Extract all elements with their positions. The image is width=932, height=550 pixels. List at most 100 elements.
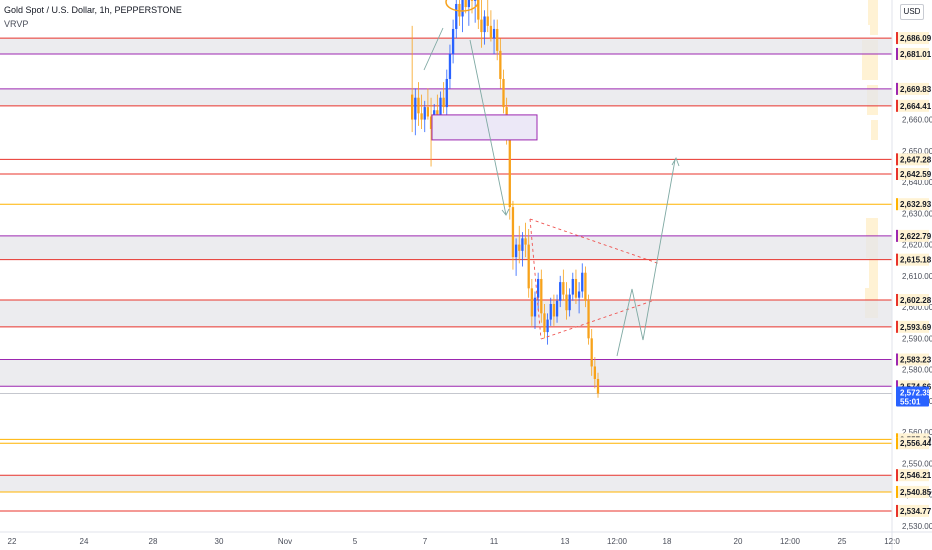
level-price-label-accent [896,99,898,112]
candles-layer [411,0,600,398]
time-tick-label: 20 [734,537,743,546]
candle-body [565,294,568,311]
level-price-label-accent [896,320,898,333]
price-tick-label: 2,620.00 [902,241,932,250]
level-price-label: 2,583.23 [900,356,932,365]
level-price-label-bg [896,32,929,45]
volume-profile-bar [869,258,878,288]
price-tick-label: 2,550.00 [902,459,932,468]
candle-body [546,319,549,333]
candle-body [489,25,493,39]
candle-body [514,244,518,258]
level-price-label-accent [896,485,898,498]
zone-band [0,235,892,260]
level-price-label-bg [896,469,929,482]
time-tick-label: 12:0 [884,537,900,546]
level-price-label-bg [896,198,929,211]
time-tick-label: 22 [8,537,17,546]
candle-body [533,297,537,317]
candle-body [527,244,530,289]
symbol-title[interactable]: Gold Spot / U.S. Dollar, 1h, PEPPERSTONE [4,5,182,15]
candle-body [455,3,458,29]
candle-body [571,278,574,295]
level-price-label-accent [896,198,898,211]
candle-body [464,0,467,8]
candle-body [492,28,496,39]
zigzag-projection [616,159,676,357]
candle-body [555,300,559,317]
candle-body [524,238,527,245]
candle-body [562,282,565,295]
time-tick-label: 11 [490,537,499,546]
candle-body [442,97,445,108]
level-price-label-bg [896,229,929,242]
price-tick-label: 2,530.00 [902,522,932,531]
candle-body [480,19,483,33]
annotation-box [431,114,538,141]
level-price-label: 2,540.85 [900,488,932,497]
level-price-label-bg [896,99,929,112]
candle-body [559,282,562,301]
level-price-label: 2,622.79 [900,232,932,241]
time-tick-label: 7 [423,537,428,546]
annotations-layer [423,0,680,357]
level-price-label-accent [896,380,898,393]
zone-band [0,299,892,327]
time-tick-label: Nov [278,537,292,546]
level-price-label: 2,615.18 [900,256,932,265]
level-price-label-accent [896,293,898,306]
candle-body [420,113,423,120]
price-tick-label: 2,660.00 [902,116,932,125]
currency-button[interactable]: USD [900,4,924,20]
candle-body [593,366,596,379]
time-axis[interactable]: 22 24 28 30 Nov 5 7 11 13 12:00 18 20 12:00 25 12:0 [0,531,932,546]
triangle-side-line [529,218,542,340]
candle-body [423,107,426,120]
time-tick-label: 30 [215,537,224,546]
candle-body [467,0,470,8]
zone-band [0,38,892,54]
candle-body [581,272,584,292]
level-price-label-bg [896,293,929,306]
candle-body [470,0,474,1]
indicator-label[interactable]: VRVP [4,19,29,29]
level-price-label: 2,632.93 [900,200,932,209]
candle-body [483,16,486,33]
triangle-lower-line [540,299,656,340]
candle-body [496,28,499,51]
triangle-upper-line [529,218,661,265]
time-tick-label: 12:00 [607,537,628,546]
level-price-label-bg [896,82,929,95]
price-tick-label: 2,580.00 [902,366,932,375]
time-tick-label: 5 [353,537,358,546]
level-price-label: 2,669.83 [900,85,932,94]
volume-profile-bar [870,25,878,35]
level-price-label: 2,556.44 [900,439,932,448]
current-price-countdown: 55:01 [900,398,921,407]
level-price-label-accent [896,469,898,482]
level-price-label-bg [896,47,929,60]
level-price-label: 2,593.69 [900,323,932,332]
level-price-label-bg [896,485,929,498]
level-price-label-accent [896,229,898,242]
projection-arrowhead [671,156,680,167]
candle-body [518,244,521,251]
candle-body [448,53,452,79]
candle-body [451,28,455,54]
price-tick-label: 2,590.00 [902,334,932,343]
price-tick-label: 2,640.00 [902,178,932,187]
arrow-up-rally [423,27,444,71]
level-price-label: 2,647.28 [900,155,932,164]
level-price-label: 2,602.28 [900,296,932,305]
level-price-label-bg [896,253,929,266]
time-tick-label: 25 [838,537,847,546]
candle-body [417,97,420,114]
candle-body [577,291,581,298]
level-price-label: 2,664.41 [900,102,932,111]
candle-body [537,278,540,298]
level-price-label-accent [896,153,898,166]
candle-body [486,16,489,26]
arrow-down-head [501,208,510,216]
zones-layer [0,38,892,492]
